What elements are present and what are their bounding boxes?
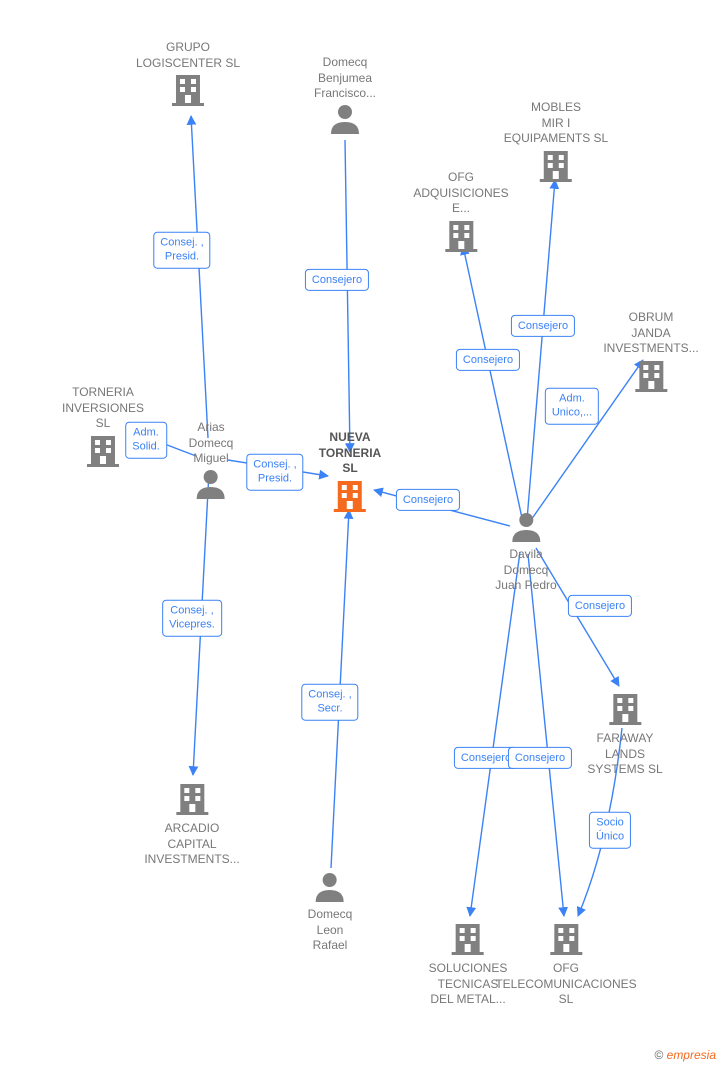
node-faraway[interactable]: FARAWAY LANDS SYSTEMS SL bbox=[587, 690, 662, 778]
edge-label-arias_arcadio: Consej. ,Vicepres. bbox=[162, 600, 222, 637]
node-arcadio[interactable]: ARCADIO CAPITAL INVESTMENTS... bbox=[144, 780, 239, 868]
building-icon bbox=[548, 920, 584, 961]
building-icon bbox=[85, 432, 121, 473]
node-domecq_benjumea[interactable]: Domecq Benjumea Francisco... bbox=[314, 55, 376, 139]
node-label: GRUPO LOGISCENTER SL bbox=[136, 40, 240, 71]
node-label: FARAWAY LANDS SYSTEMS SL bbox=[587, 731, 662, 778]
node-label: OFG TELECOMUNICACIONES SL bbox=[495, 961, 636, 1008]
edge-label-arias_nueva: Consej. ,Presid. bbox=[246, 454, 303, 491]
node-label: NUEVA TORNERIA SL bbox=[319, 430, 381, 477]
node-ofg_adq[interactable]: OFG ADQUISICIONES E... bbox=[413, 170, 508, 258]
edge-label-davila_obrum: Adm.Unico,... bbox=[545, 388, 599, 425]
copyright-symbol: © bbox=[654, 1048, 663, 1062]
edge-benjumea_nueva bbox=[345, 140, 350, 452]
node-label: Domecq Leon Rafael bbox=[308, 907, 353, 954]
edge-davila_mobles bbox=[527, 180, 555, 520]
edge-label-arias_grupo: Consej. ,Presid. bbox=[153, 232, 210, 269]
building-icon bbox=[174, 780, 210, 821]
node-mobles_mir[interactable]: MOBLES MIR I EQUIPAMENTS SL bbox=[504, 100, 608, 188]
building-icon bbox=[332, 477, 368, 518]
building-icon bbox=[450, 920, 486, 961]
node-domecq_leon[interactable]: Domecq Leon Rafael bbox=[308, 870, 353, 954]
node-label: MOBLES MIR I EQUIPAMENTS SL bbox=[504, 100, 608, 147]
node-ofg_tele[interactable]: OFG TELECOMUNICACIONES SL bbox=[495, 920, 636, 1008]
empresia-logo: empresia bbox=[667, 1048, 716, 1062]
node-obrum_janda[interactable]: OBRUM JANDA INVESTMENTS... bbox=[603, 310, 698, 398]
node-davila_domecq[interactable]: Davila Domecq Juan Pedro bbox=[495, 510, 556, 594]
edge-label-leon_nueva: Consej. ,Secr. bbox=[301, 684, 358, 721]
person-icon bbox=[195, 467, 227, 504]
edge-label-davila_ofgadq: Consejero bbox=[456, 349, 520, 371]
node-label: OFG ADQUISICIONES E... bbox=[413, 170, 508, 217]
person-icon bbox=[314, 870, 346, 907]
person-icon bbox=[510, 510, 542, 547]
node-arias_domecq[interactable]: Arias Domecq Miguel bbox=[189, 420, 234, 504]
building-icon bbox=[443, 217, 479, 258]
edge-label-davila_faraway: Consejero bbox=[568, 595, 632, 617]
node-label: Arias Domecq Miguel bbox=[189, 420, 234, 467]
building-icon bbox=[170, 71, 206, 112]
edge-label-faraway_ofgtele: SocioÚnico bbox=[589, 812, 631, 849]
copyright: © empresia bbox=[654, 1048, 716, 1062]
node-label: OBRUM JANDA INVESTMENTS... bbox=[603, 310, 698, 357]
edge-davila_ofgadq bbox=[463, 246, 522, 518]
node-label: Domecq Benjumea Francisco... bbox=[314, 55, 376, 102]
edge-davila_soluc bbox=[470, 552, 520, 916]
diagram-svg bbox=[0, 0, 728, 1070]
node-label: ARCADIO CAPITAL INVESTMENTS... bbox=[144, 821, 239, 868]
edge-arias_grupo bbox=[191, 116, 208, 438]
building-icon bbox=[607, 690, 643, 731]
edge-label-davila_mobles: Consejero bbox=[511, 315, 575, 337]
node-nueva_torneria[interactable]: NUEVA TORNERIA SL bbox=[319, 430, 381, 518]
building-icon bbox=[633, 357, 669, 398]
edge-label-benjumea_nueva: Consejero bbox=[305, 269, 369, 291]
edge-label-arias_torneria: Adm.Solid. bbox=[125, 422, 167, 459]
building-icon bbox=[538, 147, 574, 188]
edge-label-davila_nueva: Consejero bbox=[396, 489, 460, 511]
edge-label-davila_ofgtele: Consejero bbox=[508, 747, 572, 769]
node-grupo_logiscenter[interactable]: GRUPO LOGISCENTER SL bbox=[136, 40, 240, 112]
person-icon bbox=[329, 102, 361, 139]
node-label: Davila Domecq Juan Pedro bbox=[495, 547, 556, 594]
edge-davila_ofgtele bbox=[528, 554, 564, 916]
